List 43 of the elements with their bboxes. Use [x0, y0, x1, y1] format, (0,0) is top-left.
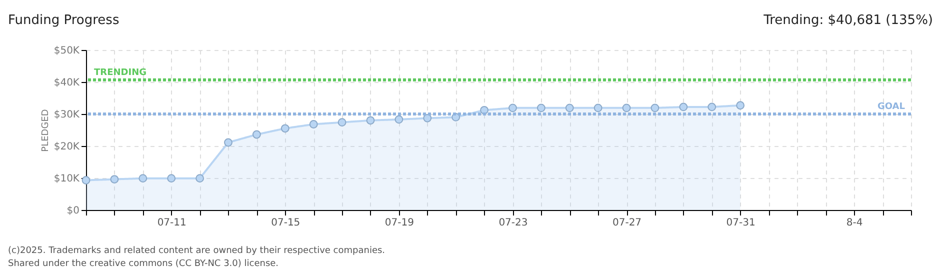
point	[167, 174, 176, 183]
text: Trending: $40,681 (135%)	[762, 13, 933, 28]
y-tick-label: $30K	[54, 110, 80, 120]
point	[536, 104, 546, 112]
point	[224, 138, 232, 147]
x-tick-label: 07-23	[498, 218, 528, 228]
point	[594, 104, 602, 112]
x-tick-label: 07-27	[612, 218, 642, 228]
x-tick-label: 07-15	[271, 218, 300, 228]
text: Shared under the creative commons (CC BY-NC 3.0) license.	[8, 259, 279, 269]
y-tick-label: $20K	[54, 142, 80, 152]
text: (c)2025. Trademarks and related content are owned by their respective companies.	[8, 246, 386, 256]
point	[196, 174, 204, 183]
x-tick-label: 8-4	[846, 218, 863, 228]
point	[280, 124, 290, 133]
point	[252, 130, 261, 139]
ref-line-label: GOAL	[878, 102, 906, 112]
x-tick-label: 07-31	[726, 218, 756, 228]
point	[679, 102, 688, 112]
point	[508, 104, 517, 112]
point	[110, 175, 119, 184]
point	[622, 104, 631, 112]
x-tick-label: 07-11	[157, 218, 186, 228]
y-tick-label: $10K	[54, 174, 80, 184]
y-tick-label: $40K	[54, 78, 80, 88]
point	[394, 115, 404, 124]
point	[366, 116, 375, 125]
point	[82, 176, 90, 184]
point	[565, 104, 574, 112]
y-tick-label: $0	[66, 206, 80, 216]
y-axis-title: PLEDGED	[40, 109, 51, 152]
point	[309, 120, 318, 128]
x-tick-label: 07-19	[384, 218, 414, 228]
point	[480, 106, 488, 114]
y-tick-label: $50K	[54, 46, 80, 56]
point	[650, 104, 660, 112]
point	[138, 174, 148, 183]
chart-title: Funding Progress	[8, 13, 120, 28]
point	[708, 102, 716, 112]
point	[736, 101, 745, 110]
ref-line-label: TRENDING	[94, 68, 146, 78]
point	[338, 118, 346, 127]
point	[423, 114, 432, 122]
